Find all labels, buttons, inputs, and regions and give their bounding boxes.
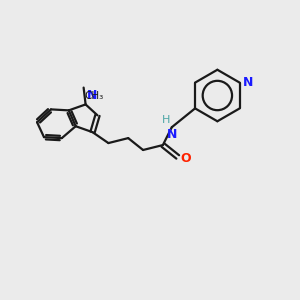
Text: N: N bbox=[87, 89, 97, 102]
Text: O: O bbox=[181, 152, 191, 165]
Text: N: N bbox=[243, 76, 253, 89]
Text: CH₃: CH₃ bbox=[85, 91, 104, 100]
Text: H: H bbox=[161, 115, 170, 125]
Text: N: N bbox=[167, 128, 177, 141]
